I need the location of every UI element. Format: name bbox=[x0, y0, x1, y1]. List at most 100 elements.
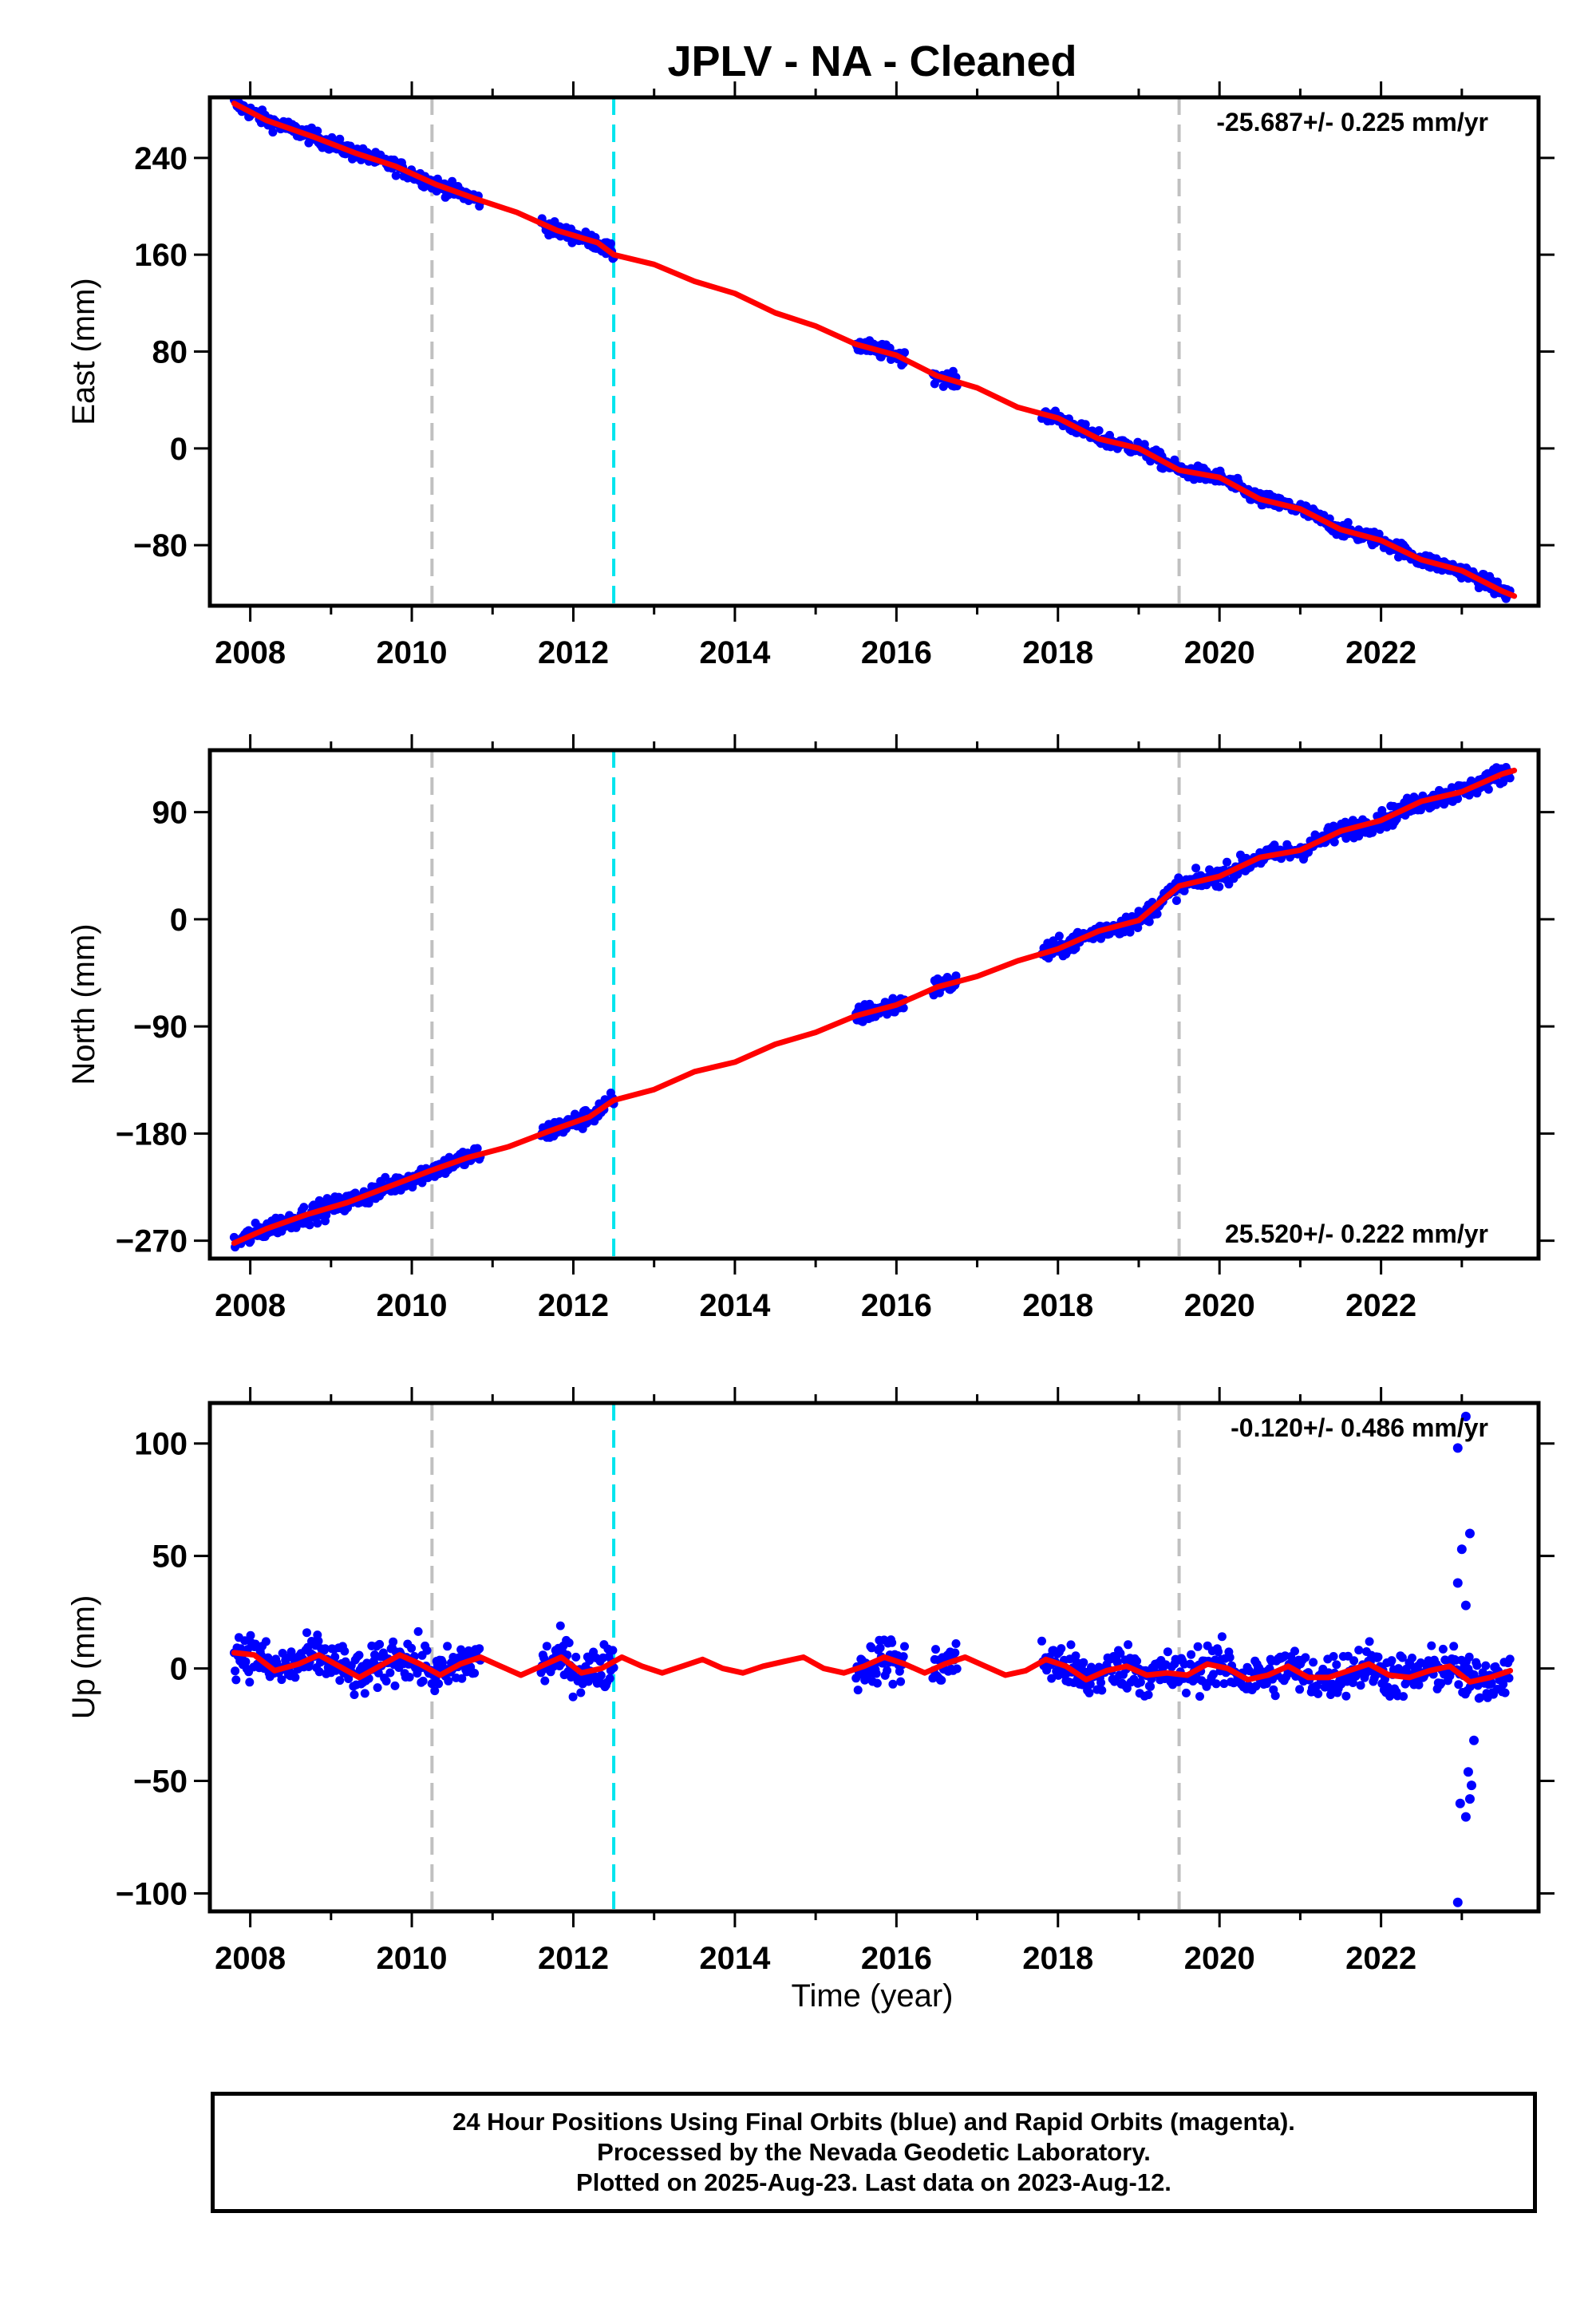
data-point bbox=[302, 1628, 311, 1638]
data-point bbox=[1309, 1658, 1318, 1667]
data-point bbox=[1193, 1642, 1203, 1651]
data-point bbox=[1037, 1636, 1046, 1646]
data-point bbox=[407, 1643, 417, 1653]
data-point bbox=[1343, 518, 1353, 528]
data-point bbox=[1329, 837, 1339, 847]
data-point bbox=[381, 1172, 390, 1182]
data-point bbox=[390, 1681, 400, 1690]
data-point bbox=[251, 1639, 260, 1649]
chart-title: JPLV - NA - Cleaned bbox=[667, 38, 1077, 85]
data-point bbox=[350, 1690, 359, 1699]
data-point bbox=[875, 1643, 885, 1653]
data-point bbox=[1387, 1656, 1396, 1666]
data-point bbox=[1447, 783, 1456, 792]
data-point bbox=[405, 1673, 414, 1682]
data-point bbox=[422, 1646, 432, 1655]
y-tick-label: −50 bbox=[133, 1765, 188, 1800]
data-point bbox=[1452, 1897, 1463, 1907]
data-point bbox=[1096, 1678, 1106, 1687]
x-tick-label: 2016 bbox=[861, 1288, 932, 1323]
data-point bbox=[1499, 1679, 1508, 1689]
data-point bbox=[950, 1648, 960, 1658]
x-axis-label: Time (year) bbox=[792, 1978, 954, 2014]
data-point bbox=[1385, 1692, 1395, 1701]
up-panel: 2008 2010 2012 2014 2016 2018 2020 2022 −100 −50 0… bbox=[66, 1387, 1555, 1976]
y-tick-label: −180 bbox=[116, 1117, 188, 1152]
data-point bbox=[277, 1675, 286, 1685]
data-point bbox=[1163, 1647, 1172, 1657]
data-point bbox=[576, 1688, 586, 1697]
x-tick-label: 2012 bbox=[538, 1288, 609, 1323]
data-point bbox=[1152, 909, 1162, 919]
data-point bbox=[240, 1636, 250, 1646]
data-point bbox=[1354, 1646, 1364, 1655]
data-point bbox=[1476, 1693, 1484, 1702]
data-point bbox=[1047, 1674, 1057, 1683]
y-axis-label: Up (mm) bbox=[66, 1595, 101, 1720]
x-tick-label: 2018 bbox=[1022, 635, 1093, 670]
y-tick-label: −270 bbox=[116, 1224, 188, 1259]
y-tick-label: −80 bbox=[133, 528, 188, 563]
x-tick-label: 2014 bbox=[699, 1288, 771, 1323]
data-point bbox=[596, 1670, 606, 1680]
data-point bbox=[867, 1643, 876, 1653]
data-point bbox=[1481, 1661, 1491, 1670]
data-point bbox=[313, 126, 322, 136]
data-point bbox=[888, 1679, 898, 1689]
x-tick-label: 2020 bbox=[1184, 1288, 1255, 1323]
data-point bbox=[1454, 1680, 1464, 1690]
data-point bbox=[555, 1621, 565, 1630]
x-tick-label: 2020 bbox=[1184, 635, 1255, 670]
data-point bbox=[1449, 1642, 1459, 1651]
footer-line-3: Plotted on 2025-Aug-23. Last data on 202… bbox=[576, 2168, 1171, 2196]
data-point bbox=[900, 1642, 909, 1651]
data-point bbox=[299, 1203, 309, 1212]
data-point bbox=[1487, 1679, 1496, 1689]
data-point bbox=[1455, 1798, 1465, 1808]
data-point bbox=[1332, 1660, 1341, 1670]
data-point bbox=[1225, 1653, 1235, 1662]
data-point bbox=[413, 1626, 423, 1636]
data-point bbox=[540, 1676, 550, 1686]
x-tick-label: 2016 bbox=[861, 1941, 932, 1976]
data-point bbox=[1214, 1647, 1223, 1657]
data-point bbox=[241, 1657, 251, 1666]
north-panel: 2008 2010 2012 2014 2016 2018 2020 2022 −270 −180… bbox=[66, 734, 1555, 1323]
data-point bbox=[1219, 1679, 1229, 1689]
data-point bbox=[1383, 1682, 1393, 1692]
y-tick-label: 160 bbox=[134, 238, 188, 273]
data-point bbox=[1373, 1652, 1383, 1662]
y-tick-label: 90 bbox=[152, 796, 188, 831]
data-point bbox=[305, 1220, 314, 1230]
data-point bbox=[470, 1669, 480, 1678]
data-point bbox=[272, 1658, 282, 1667]
data-point bbox=[1365, 1637, 1374, 1646]
data-point bbox=[1483, 785, 1493, 794]
data-point bbox=[1436, 1678, 1446, 1688]
data-point bbox=[608, 1646, 618, 1655]
data-point bbox=[1452, 1443, 1463, 1453]
east-panel: 2008 2010 2012 2014 2016 2018 2020 2022 −80 0 80 16… bbox=[66, 81, 1555, 670]
data-point bbox=[951, 1639, 961, 1648]
data-point bbox=[444, 1676, 453, 1686]
rate-annotation: 25.520+/- 0.222 mm/yr bbox=[1225, 1219, 1488, 1248]
data-point bbox=[1301, 1653, 1310, 1662]
data-point bbox=[340, 1646, 350, 1656]
data-point bbox=[246, 1630, 255, 1640]
x-tick-label: 2012 bbox=[538, 1941, 609, 1976]
data-point bbox=[1071, 1651, 1080, 1661]
x-tick-label: 2022 bbox=[1345, 635, 1416, 670]
x-tick-label: 2022 bbox=[1345, 1941, 1416, 1976]
data-point bbox=[391, 171, 401, 180]
model-curve bbox=[231, 767, 1518, 1247]
data-point bbox=[314, 1636, 323, 1646]
data-point bbox=[314, 1667, 324, 1677]
data-point bbox=[1144, 917, 1154, 927]
data-point bbox=[1066, 1640, 1076, 1650]
data-point bbox=[373, 1683, 382, 1693]
y-tick-label: −100 bbox=[116, 1876, 188, 1911]
y-tick-label: 240 bbox=[134, 141, 188, 176]
data-point bbox=[457, 1674, 467, 1683]
model-curve bbox=[231, 1650, 1514, 1685]
